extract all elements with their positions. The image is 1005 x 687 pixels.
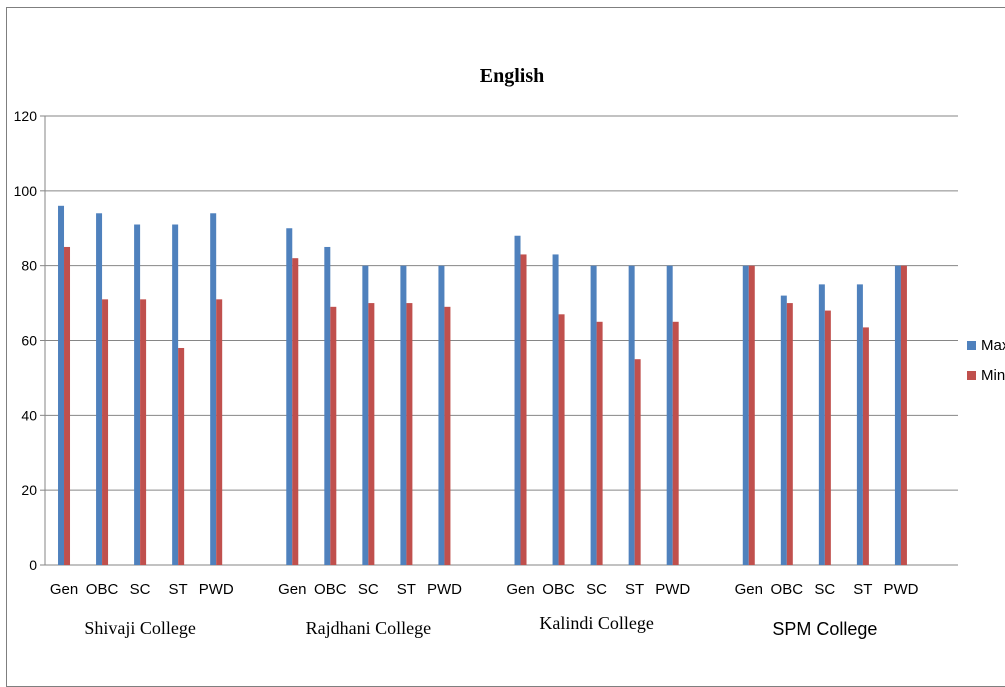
x-tick-label: OBC <box>771 581 804 598</box>
legend-label: Min <box>981 367 1005 384</box>
bar-min <box>634 359 641 565</box>
x-tick-label: Gen <box>506 581 534 598</box>
bar-max <box>400 265 407 565</box>
bar-min <box>558 314 565 565</box>
bar-max <box>96 213 103 566</box>
x-tick-label: OBC <box>314 581 347 598</box>
x-tick-label: ST <box>625 581 644 598</box>
group-label: SPM College <box>772 619 877 639</box>
x-tick-label: ST <box>169 581 188 598</box>
bar-max <box>286 228 293 565</box>
bar-min <box>824 310 831 565</box>
chart-title: English <box>480 65 544 87</box>
x-tick-label: PWD <box>199 581 234 598</box>
bar-min <box>900 265 907 565</box>
bar-min <box>368 303 375 565</box>
x-axis: Gen OBC SC ST PWD Shivaji College Gen OBC SC ST PW… <box>50 581 919 639</box>
bar-min <box>786 303 793 565</box>
x-tick-label: Gen <box>50 581 78 598</box>
legend-swatch <box>967 371 976 380</box>
x-tick-label: PWD <box>655 581 690 598</box>
bar-min <box>596 321 603 565</box>
bar-max <box>666 265 673 565</box>
y-tick-label: 80 <box>21 258 37 274</box>
x-tick-label: Gen <box>278 581 306 598</box>
bar-max <box>590 265 597 565</box>
y-tick-label: 20 <box>21 482 37 498</box>
gridlines <box>45 115 958 566</box>
bar-max <box>894 265 901 565</box>
x-tick-label: SC <box>358 581 379 598</box>
bar-min <box>444 306 451 565</box>
x-tick-label: Gen <box>735 581 763 598</box>
bar-min <box>292 258 299 565</box>
y-tick-label: 100 <box>14 183 38 199</box>
bar-min <box>140 299 147 565</box>
x-tick-label: SC <box>586 581 607 598</box>
x-tick-label: OBC <box>542 581 575 598</box>
x-tick-label: PWD <box>883 581 918 598</box>
bar-max <box>856 284 863 565</box>
bar-min <box>216 299 223 565</box>
bars <box>58 205 907 566</box>
bar-max <box>210 213 217 566</box>
bar-max <box>552 254 559 566</box>
x-tick-label: PWD <box>427 581 462 598</box>
group-label: Rajdhani College <box>306 618 431 638</box>
x-tick-label: SC <box>130 581 151 598</box>
x-tick-label: SC <box>814 581 835 598</box>
bar-max <box>818 284 825 565</box>
bar-max <box>628 265 635 565</box>
x-tick-label: OBC <box>86 581 119 598</box>
legend-swatch <box>967 341 976 350</box>
group-label: Shivaji College <box>84 618 196 638</box>
bar-min <box>64 246 71 566</box>
y-tick-label: 0 <box>29 557 37 573</box>
group-label: Kalindi College <box>539 613 653 633</box>
y-tick-label: 120 <box>14 108 38 124</box>
bar-min <box>330 306 337 565</box>
bar-max <box>438 265 445 565</box>
bar-max <box>172 224 179 565</box>
y-tick-label: 60 <box>21 333 37 349</box>
bar-min <box>102 299 109 565</box>
x-tick-label: ST <box>853 581 872 598</box>
bar-min <box>520 254 527 566</box>
y-axis: 0 20 40 60 80 100 120 <box>14 108 46 573</box>
legend-label: Max <box>981 337 1005 354</box>
bar-max <box>742 265 749 565</box>
bar-max <box>514 235 521 565</box>
legend: Max Min <box>967 337 1005 384</box>
bar-min <box>406 303 413 565</box>
bar-min <box>672 321 679 565</box>
bar-max <box>58 205 65 566</box>
bar-min <box>862 327 869 565</box>
bar-max <box>362 265 369 565</box>
bar-max <box>134 224 141 565</box>
y-tick-label: 40 <box>21 407 37 423</box>
bar-max <box>324 246 331 566</box>
bar-min <box>178 347 185 565</box>
x-tick-label: ST <box>397 581 416 598</box>
bar-min <box>748 265 755 565</box>
bar-max <box>780 295 787 565</box>
